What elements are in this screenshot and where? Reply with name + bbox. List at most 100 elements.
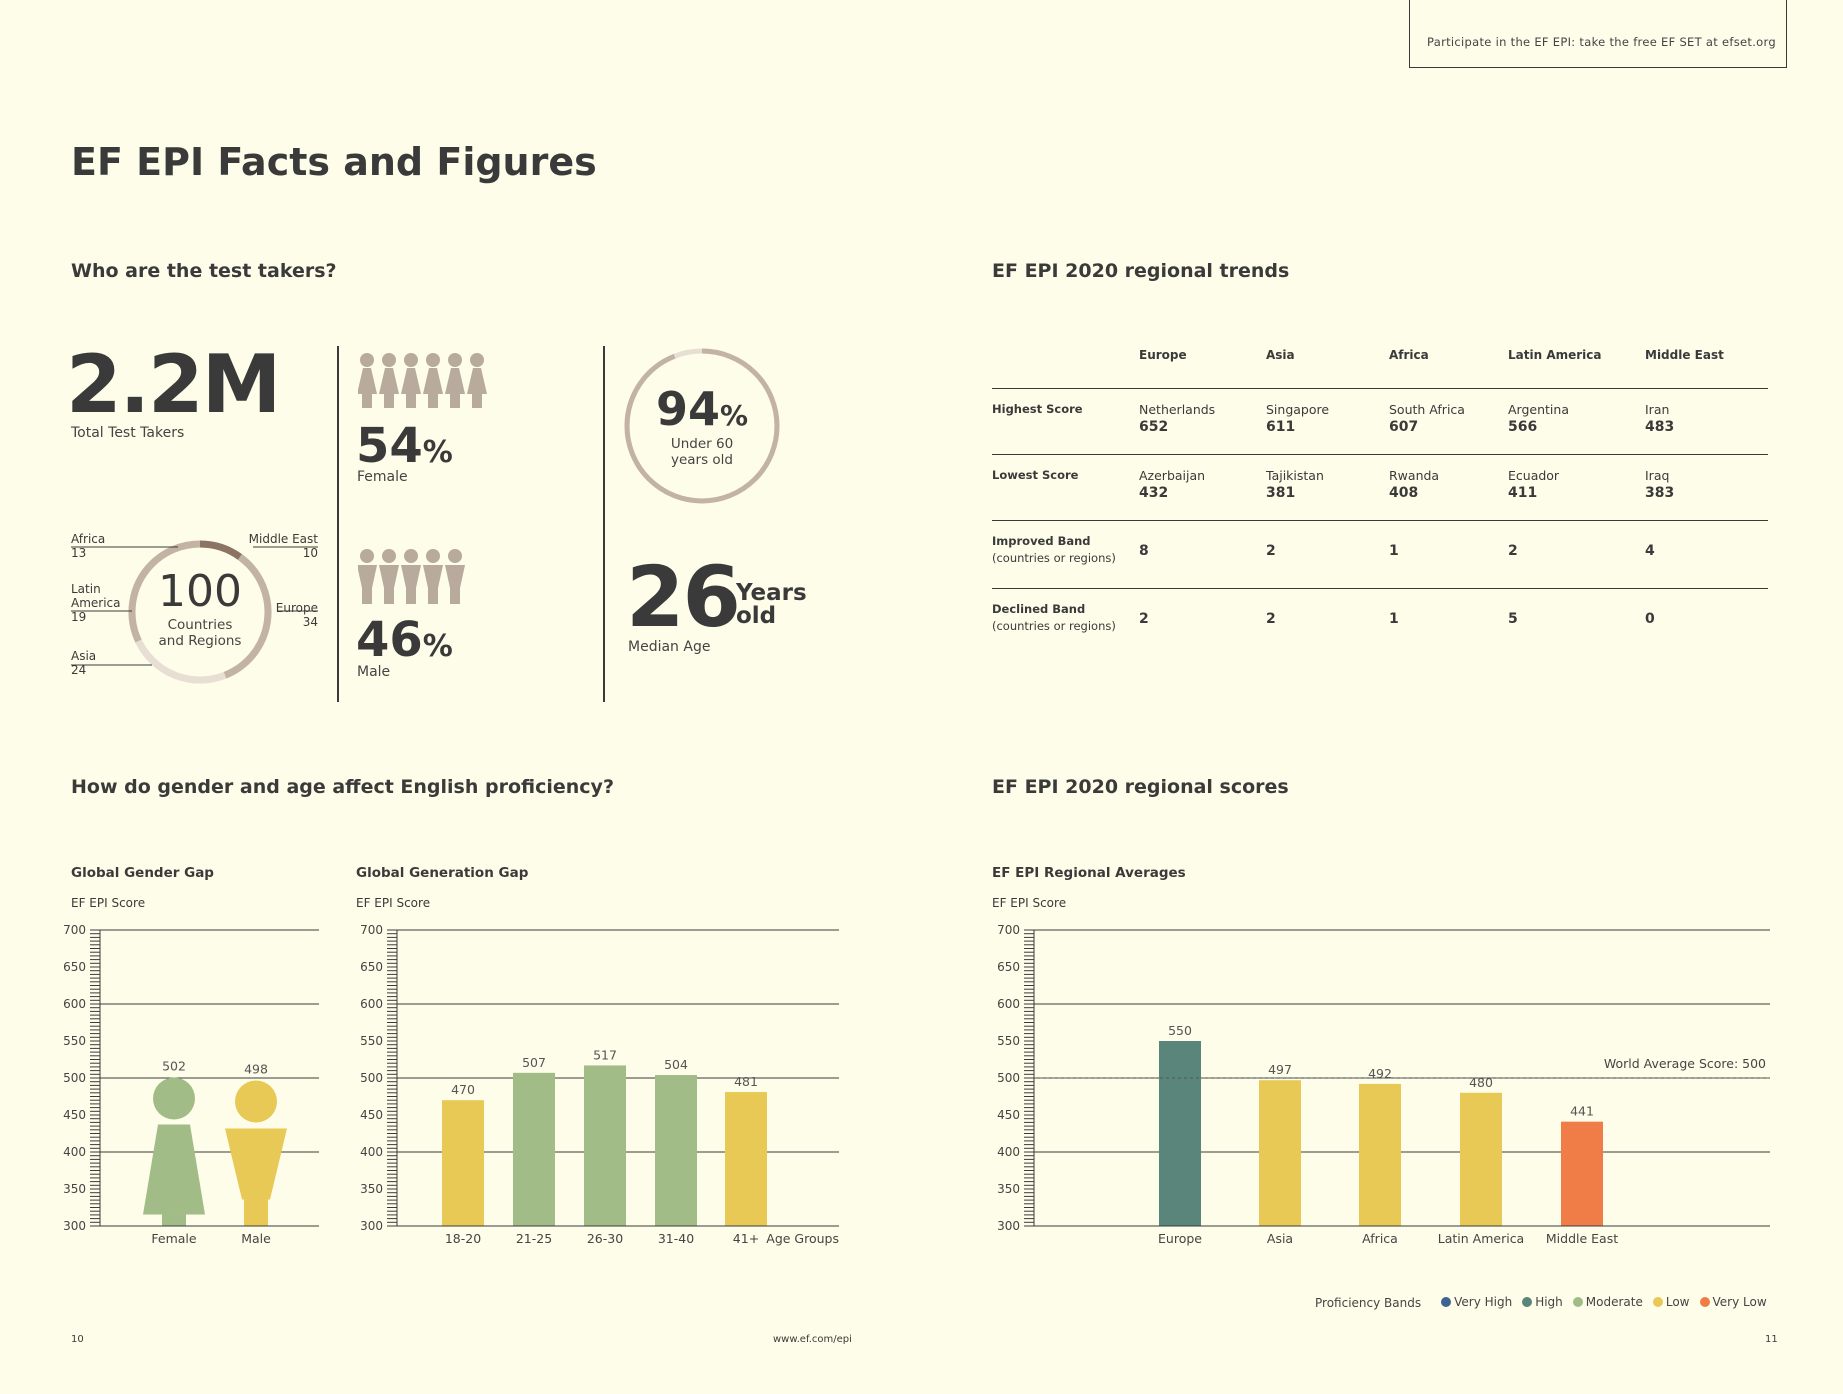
- bar-value-label: 507: [522, 1055, 546, 1070]
- cta-text[interactable]: Participate in the EF EPI: take the free…: [1427, 35, 1776, 49]
- female-figure-body: [445, 368, 465, 394]
- region-arc: [199, 540, 243, 560]
- male-figure-legs: [406, 588, 416, 604]
- region-me-count: 10: [302, 546, 318, 560]
- y-tick-label: 700: [360, 923, 383, 937]
- female-figure-icon: [382, 353, 396, 367]
- table-cell-name: Netherlands: [1139, 402, 1216, 417]
- y-tick-label: 650: [997, 960, 1020, 974]
- table-cell-value: 611: [1266, 419, 1296, 435]
- gender-chart-ylabel: EF EPI Score: [71, 896, 146, 910]
- table-cell-value: 5: [1508, 611, 1518, 627]
- table-cell-name: South Africa: [1389, 402, 1465, 417]
- table-cell-name: Ecuador: [1508, 468, 1560, 483]
- region-middle-east: Middle East 10: [218, 532, 318, 560]
- region-europe-name: Europe: [275, 601, 318, 615]
- legend-dot-icon: [1699, 1297, 1710, 1307]
- female-figure-body: [467, 368, 487, 394]
- divider-1: [337, 346, 339, 702]
- cta-box: Participate in the EF EPI: take the free…: [1409, 0, 1787, 68]
- table-row-divider: [992, 520, 1768, 521]
- male-score-body: [225, 1128, 287, 1200]
- region-latin-america: Latin America 19: [71, 582, 121, 624]
- proficiency-legend: Proficiency Bands Very High High Moderate L…: [1315, 1295, 1767, 1310]
- under60-label-line2: years old: [670, 452, 734, 468]
- y-tick-label: 600: [63, 997, 86, 1011]
- male-figure-body: [358, 565, 377, 588]
- bar: [725, 1092, 767, 1226]
- median-unit-line2: old: [736, 603, 777, 629]
- region-africa-name: Africa: [71, 532, 106, 546]
- y-tick-label: 300: [997, 1219, 1020, 1233]
- female-figure-body: [379, 368, 399, 394]
- bar: [513, 1072, 555, 1226]
- region-arc: [128, 563, 154, 643]
- table-col-header: Europe: [1139, 348, 1187, 362]
- legend-label: Low: [1665, 1295, 1690, 1309]
- regional-trends-heading: EF EPI 2020 regional trends: [992, 260, 1290, 282]
- footer-url[interactable]: www.ef.com/epi: [773, 1334, 852, 1345]
- female-figure-legs: [406, 394, 416, 408]
- under60-pct-sign: %: [719, 399, 749, 432]
- table-cell-name: Iraq: [1645, 468, 1670, 483]
- region-europe-count: 34: [302, 615, 318, 629]
- female-score-body: [143, 1124, 205, 1215]
- region-africa-count: 13: [71, 546, 87, 560]
- countries-ring: [71, 540, 318, 684]
- female-figure-legs: [428, 394, 438, 408]
- bar-value-label: 550: [1168, 1023, 1192, 1038]
- countries-count: 100: [158, 566, 242, 617]
- bar-value-label: 481: [734, 1074, 758, 1089]
- male-figure-icon: [382, 549, 396, 563]
- generation-chart-ylabel: EF EPI Score: [356, 896, 431, 910]
- bar-value-label: 470: [451, 1082, 475, 1097]
- bar: [1359, 1083, 1401, 1226]
- y-tick-label: 500: [997, 1071, 1020, 1085]
- male-score-icon: [235, 1080, 277, 1123]
- region-arc: [135, 639, 227, 684]
- bar-value-label: 502: [162, 1059, 186, 1074]
- region-africa: Africa 13: [71, 532, 105, 560]
- x-tick-label: 26-30: [587, 1231, 623, 1246]
- table-cell-value: 607: [1389, 419, 1419, 435]
- bar-value-label: 492: [1368, 1066, 1392, 1081]
- female-figure-legs: [450, 394, 460, 408]
- x-tick-label: Europe: [1158, 1231, 1202, 1246]
- y-tick-label: 400: [63, 1145, 86, 1159]
- table-col-header: Asia: [1266, 348, 1295, 362]
- median-age-unit: Years old: [736, 582, 807, 628]
- x-tick-label: 18-20: [445, 1231, 481, 1246]
- y-tick-label: 350: [360, 1182, 383, 1196]
- table-cell-value: 2: [1508, 543, 1518, 559]
- female-pct-sign: %: [422, 435, 453, 470]
- regional-scores-heading: EF EPI 2020 regional scores: [992, 776, 1289, 798]
- female-figure-icon: [404, 353, 418, 367]
- total-takers-label: Total Test Takers: [71, 425, 185, 441]
- x-tick-label: Africa: [1362, 1231, 1398, 1246]
- female-figure-icon: [360, 353, 374, 367]
- bar-value-label: 504: [664, 1057, 688, 1072]
- y-tick-label: 350: [63, 1182, 86, 1196]
- page-number-right: 11: [1765, 1334, 1778, 1345]
- y-tick-label: 600: [360, 997, 383, 1011]
- table-row-divider: [992, 388, 1768, 389]
- table-cell-value: 408: [1389, 485, 1419, 501]
- female-figure-icon: [426, 353, 440, 367]
- under60-label-line1: Under 60: [670, 436, 734, 452]
- x-tick-label: Male: [241, 1231, 271, 1246]
- median-age-value: 26: [626, 548, 741, 646]
- male-figure-icon: [426, 549, 440, 563]
- under60-label: Under 60 years old: [622, 436, 782, 468]
- male-figure-icon: [448, 549, 462, 563]
- region-europe: Europe 34: [238, 601, 318, 629]
- legend-item: Low: [1652, 1295, 1690, 1309]
- bar: [1159, 1041, 1201, 1226]
- table-row-sublabel: (countries or regions): [992, 619, 1116, 633]
- male-figure-body: [445, 565, 465, 588]
- table-cell-value: 652: [1139, 419, 1169, 435]
- median-age-label: Median Age: [628, 639, 711, 655]
- table-cell-value: 432: [1139, 485, 1169, 501]
- female-figure-legs: [362, 394, 372, 408]
- bar: [1561, 1121, 1603, 1226]
- male-figure-legs: [362, 588, 372, 604]
